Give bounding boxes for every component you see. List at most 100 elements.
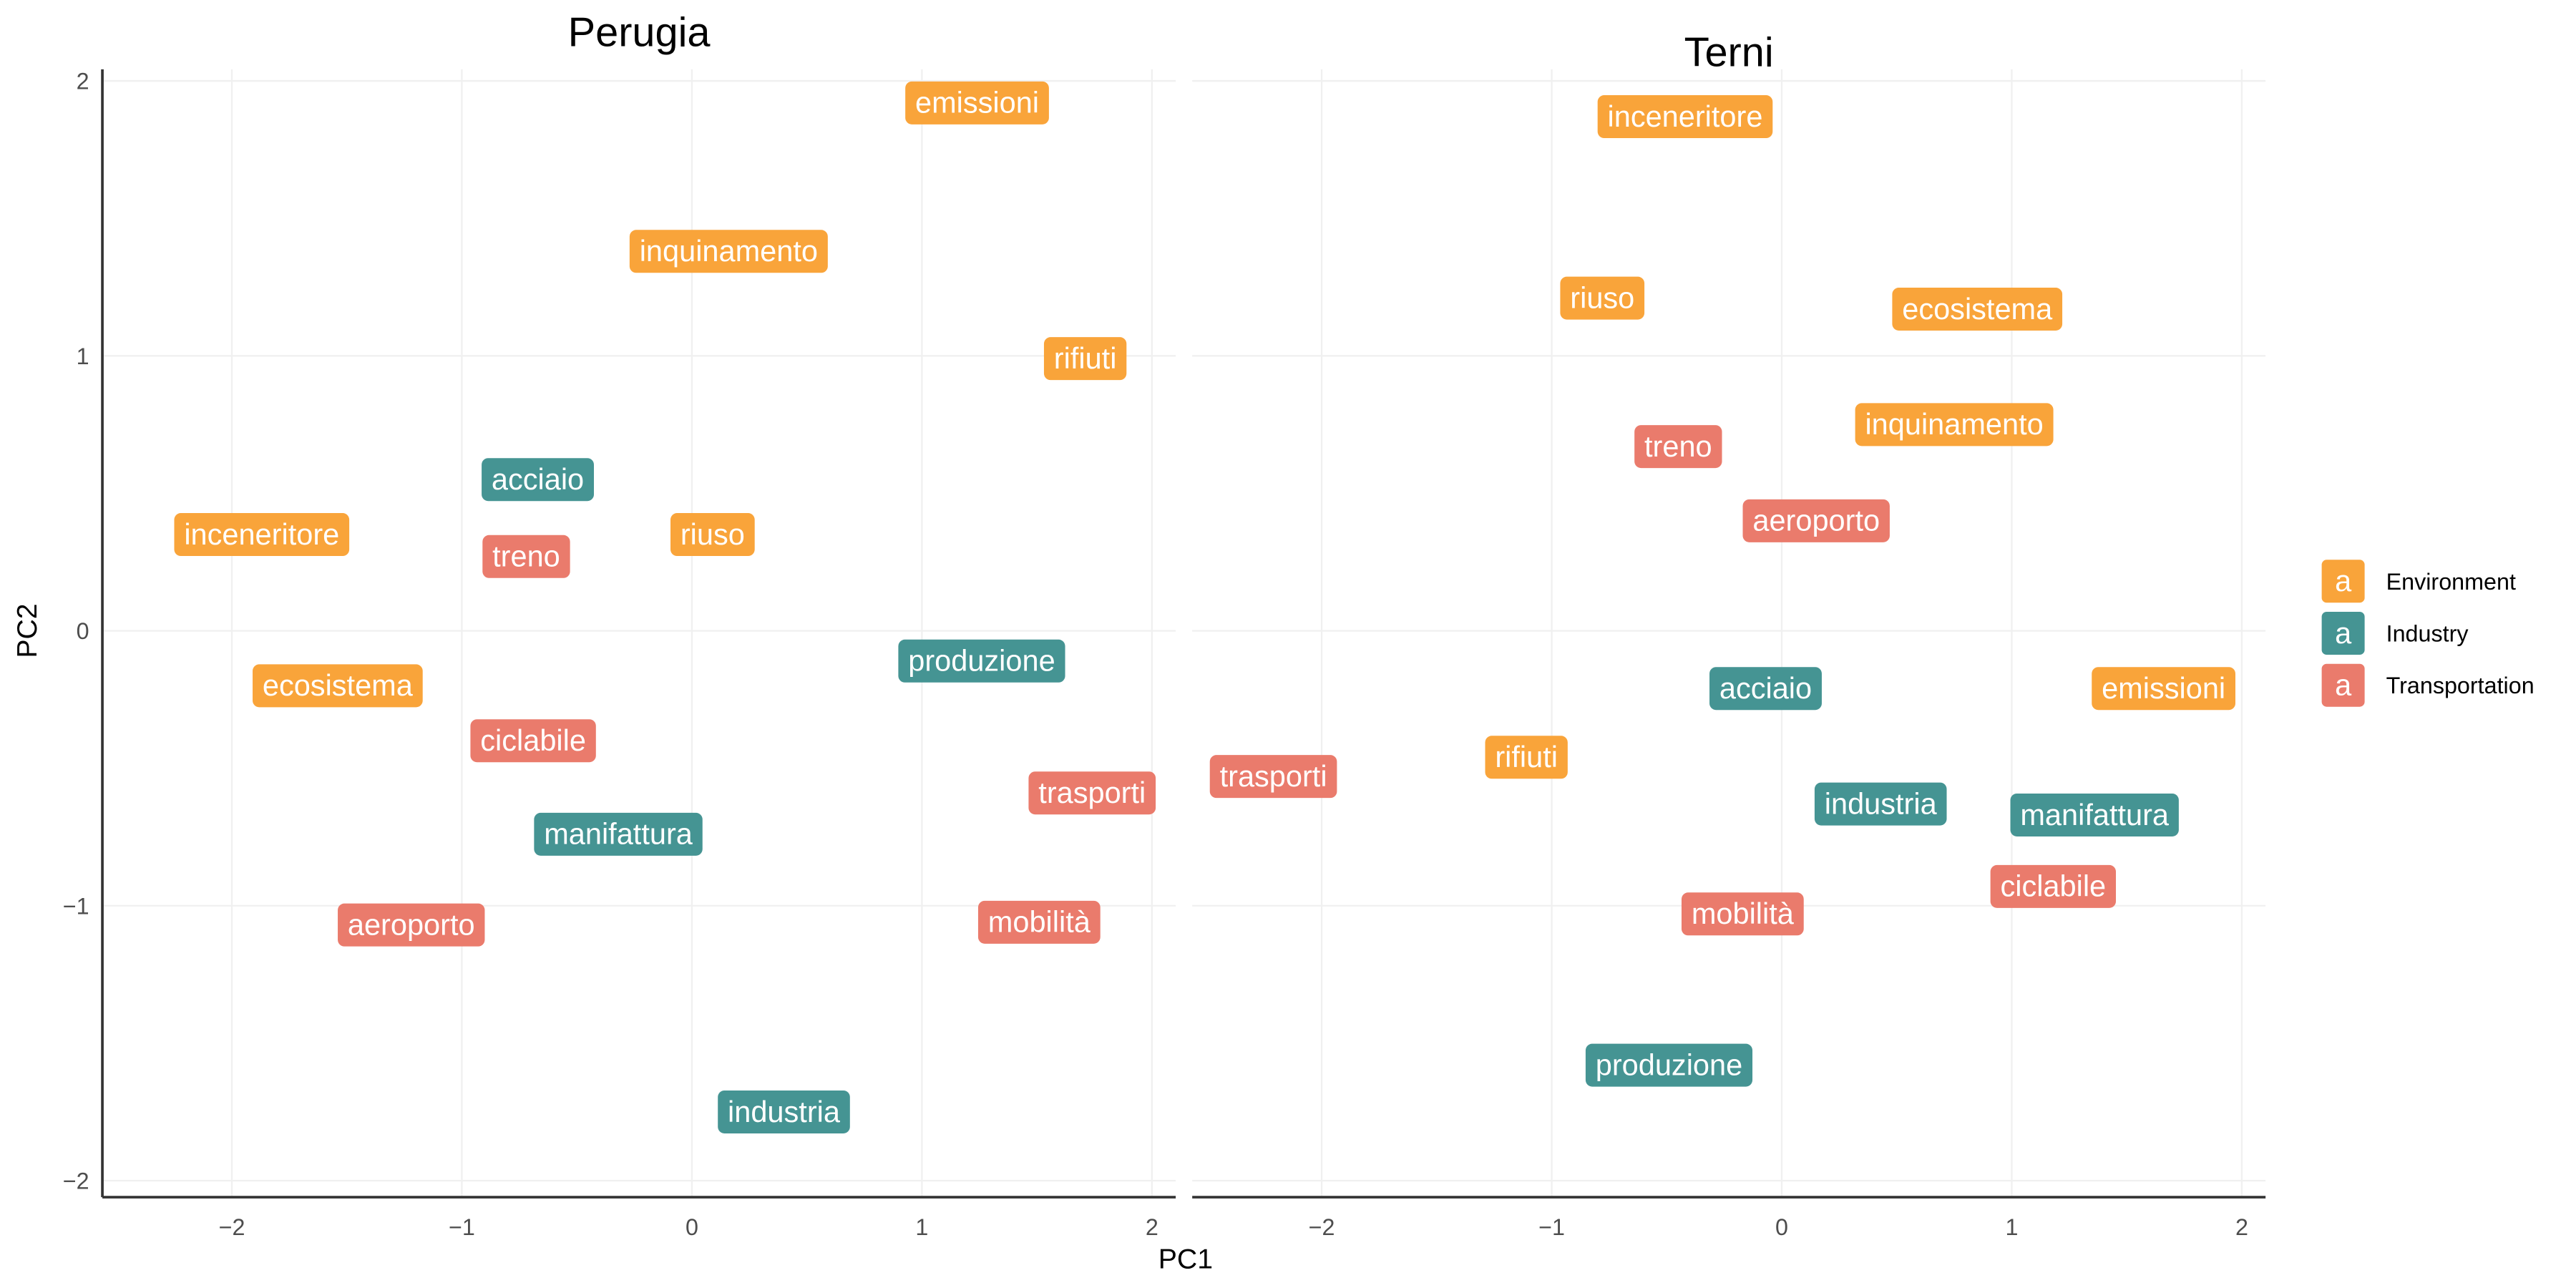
- label-text: riuso: [1570, 280, 1634, 314]
- point-label-rifiuti: rifiuti: [1043, 337, 1127, 381]
- point-label-manifattura: manifattura: [2010, 793, 2179, 836]
- x-axis-title: PC1: [1158, 1243, 1213, 1274]
- label-box: [1634, 425, 1722, 469]
- point-label-inquinamento: inquinamento: [629, 230, 828, 273]
- y-tick-label: 0: [77, 618, 89, 644]
- label-box: [1990, 864, 2117, 908]
- label-text: trasporti: [1038, 776, 1146, 809]
- point-label-industria: industria: [1814, 782, 1947, 826]
- label-text: treno: [1644, 429, 1712, 463]
- label-text: produzione: [908, 644, 1055, 678]
- legend-glyph: a: [2335, 564, 2352, 597]
- label-text: ecosistema: [263, 668, 414, 702]
- point-label-ecosistema: ecosistema: [1892, 287, 2063, 331]
- label-text: manifattura: [544, 817, 693, 851]
- x-tick-label: 1: [915, 1214, 928, 1240]
- point-label-treno: treno: [1634, 425, 1722, 469]
- legend-item-industry: a Industry: [2321, 612, 2469, 655]
- y-axis-title: PC2: [11, 603, 43, 658]
- label-box: [977, 900, 1101, 944]
- legend-label: Industry: [2386, 621, 2469, 647]
- label-text: treno: [492, 540, 560, 573]
- label-box: [1043, 337, 1127, 381]
- x-tick-label: 1: [2005, 1214, 2018, 1240]
- legend-swatch: [2321, 612, 2365, 655]
- point-label-manifattura: manifattura: [534, 812, 703, 856]
- panel-title: Terni: [1684, 29, 1774, 75]
- label-box: [1681, 892, 1804, 936]
- point-label-aeroporto: aeroporto: [338, 903, 485, 947]
- legend-item-environment: a Environment: [2321, 560, 2516, 603]
- point-label-trasporti: trasporti: [1209, 755, 1337, 799]
- label-text: riuso: [680, 517, 745, 551]
- y-tick-label: 2: [77, 69, 89, 94]
- label-text: rifiuti: [1054, 341, 1117, 375]
- label-box: [174, 513, 350, 557]
- x-tick-label: −1: [449, 1214, 475, 1240]
- legend-swatch: [2321, 560, 2365, 603]
- panel-terni: −2 −1 0 1 2 Terni inceneritore riuso ecosistema i…: [1192, 29, 2266, 1240]
- label-text: manifattura: [2020, 798, 2170, 831]
- label-box: [1209, 755, 1337, 799]
- x-tick-label: −2: [1309, 1214, 1335, 1240]
- point-label-inquinamento: inquinamento: [1855, 403, 2054, 447]
- panel-perugia: −2 −1 0 1 2 2 1 0 −1 −2 Perugia emissioni inquinamen…: [63, 10, 1176, 1240]
- point-label-riuso: riuso: [1560, 276, 1645, 320]
- label-box: [670, 513, 755, 557]
- label-box: [2010, 793, 2179, 836]
- point-label-emissioni: emissioni: [2092, 667, 2235, 711]
- label-text: inquinamento: [1865, 407, 2043, 441]
- label-box: [534, 812, 703, 856]
- label-box: [482, 535, 570, 578]
- x-tick-label: 2: [1146, 1214, 1158, 1240]
- point-label-industria: industria: [718, 1090, 850, 1133]
- legend-swatch: [2321, 663, 2365, 707]
- legend-label: Transportation: [2386, 673, 2534, 698]
- label-text: inceneritore: [184, 517, 339, 551]
- point-label-rifiuti: rifiuti: [1485, 736, 1568, 779]
- panel-title: Perugia: [568, 10, 711, 56]
- label-box: [1597, 95, 1773, 139]
- label-box: [2092, 667, 2235, 711]
- label-text: mobilità: [1692, 897, 1795, 930]
- x-tick-label: −1: [1538, 1214, 1565, 1240]
- y-tick-label: −2: [63, 1169, 89, 1194]
- label-text: aeroporto: [1752, 504, 1880, 537]
- point-label-ecosistema: ecosistema: [253, 664, 423, 708]
- label-box: [1814, 782, 1947, 826]
- label-box: [1742, 499, 1890, 542]
- point-label-riuso: riuso: [670, 513, 755, 557]
- label-text: trasporti: [1220, 759, 1327, 793]
- legend-glyph: a: [2335, 668, 2352, 702]
- label-box: [470, 719, 596, 763]
- label-text: ecosistema: [1902, 292, 2053, 326]
- label-text: ciclabile: [480, 723, 586, 757]
- label-box: [629, 230, 828, 273]
- label-box: [1855, 403, 2054, 447]
- point-label-trasporti: trasporti: [1028, 771, 1156, 815]
- label-box: [253, 664, 423, 708]
- label-text: inquinamento: [640, 234, 818, 268]
- label-text: produzione: [1596, 1048, 1742, 1081]
- x-tick-label: −2: [219, 1214, 245, 1240]
- label-text: acciaio: [1719, 671, 1812, 705]
- point-label-ciclabile: ciclabile: [470, 719, 596, 763]
- label-text: mobilità: [988, 905, 1091, 939]
- label-box: [1560, 276, 1645, 320]
- label-text: rifiuti: [1495, 740, 1558, 774]
- point-label-produzione: produzione: [898, 639, 1065, 683]
- point-label-mobilità: mobilità: [977, 900, 1101, 944]
- y-tick-label: 1: [77, 343, 89, 369]
- label-text: emissioni: [2102, 671, 2225, 705]
- point-label-aeroporto: aeroporto: [1742, 499, 1890, 542]
- label-box: [338, 903, 485, 947]
- label-box: [1709, 667, 1822, 711]
- label-text: ciclabile: [2000, 869, 2106, 903]
- point-label-acciaio: acciaio: [482, 458, 595, 502]
- label-box: [1892, 287, 2063, 331]
- point-label-emissioni: emissioni: [905, 81, 1049, 125]
- legend-item-transportation: a Transportation: [2321, 663, 2534, 707]
- x-tick-label: 0: [686, 1214, 698, 1240]
- label-box: [1585, 1043, 1753, 1087]
